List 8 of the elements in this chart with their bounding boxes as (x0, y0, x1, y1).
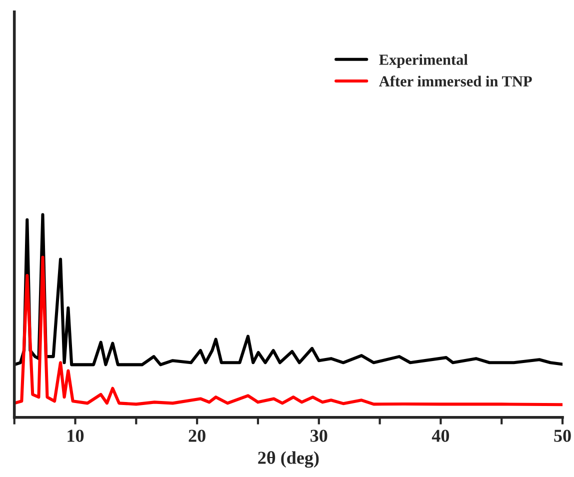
x-tick-label: 10 (68, 430, 84, 442)
x-tick-label: 20 (188, 430, 206, 442)
x-axis-title: 2θ (deg) (258, 451, 319, 468)
legend-label: Experimental (379, 54, 468, 68)
x-tick-label: 50 (554, 430, 571, 442)
x-tick-label: 30 (310, 430, 328, 442)
x-tick-label: 40 (432, 430, 450, 442)
legend-label: After immersed in TNP (379, 76, 532, 86)
